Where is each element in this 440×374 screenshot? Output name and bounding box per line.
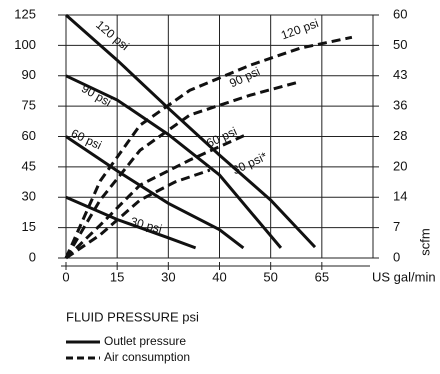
curve-label: 30 psi [129, 214, 164, 236]
air-curve [64, 35, 353, 259]
curve-label: 120 psi [93, 18, 132, 54]
y2-tick-label: 7 [393, 219, 400, 234]
y-tick-label: 75 [22, 98, 36, 113]
outlet-curve [65, 13, 317, 249]
air-curve [65, 168, 211, 260]
y-tick-label: 125 [14, 6, 36, 21]
curve-label: 60 psi [204, 124, 239, 150]
curve-label: 30 psi* [230, 149, 269, 177]
outlet-curve [65, 74, 283, 249]
y2-tick-label: 28 [393, 128, 407, 143]
curve-label: 90 psi [79, 81, 114, 109]
y2-tick-label: 14 [393, 189, 407, 204]
y-tick-label: 60 [22, 128, 36, 143]
x-tick-label: 50 [263, 269, 277, 284]
x-axis-title: FLUID PRESSURE psi [66, 309, 199, 324]
outlet-curve [65, 195, 197, 250]
y2-tick-label: 20 [393, 158, 407, 173]
outlet-curve [65, 135, 245, 250]
y2-axis-title: scfm [417, 228, 432, 255]
x-tick-label: 15 [110, 269, 124, 284]
curve-label: 120 psi [279, 16, 320, 42]
y2-tick-label: 50 [393, 37, 407, 52]
y2-tick-label: 36 [393, 98, 407, 113]
y-tick-label: 15 [22, 219, 36, 234]
y2-tick-label: 0 [393, 249, 400, 264]
x-tick-label: 30 [161, 269, 175, 284]
y2-tick-label: 60 [393, 6, 407, 21]
y-tick-label: 100 [14, 37, 36, 52]
x-tick-label: 65 [315, 269, 329, 284]
y-tick-label: 0 [29, 249, 36, 264]
air-curve [64, 80, 299, 259]
legend-label: Outlet pressure [104, 334, 186, 348]
y-tick-label: 90 [22, 67, 36, 82]
air-curve [64, 133, 246, 260]
y-tick-label: 30 [22, 189, 36, 204]
y2-tick-label: 43 [393, 67, 407, 82]
x-tick-label: 40 [212, 269, 226, 284]
legend-label: Air consumption [104, 350, 190, 364]
y-tick-label: 45 [22, 158, 36, 173]
x-axis-unit: US gal/min [372, 269, 436, 284]
x-tick-label: 0 [62, 269, 69, 284]
